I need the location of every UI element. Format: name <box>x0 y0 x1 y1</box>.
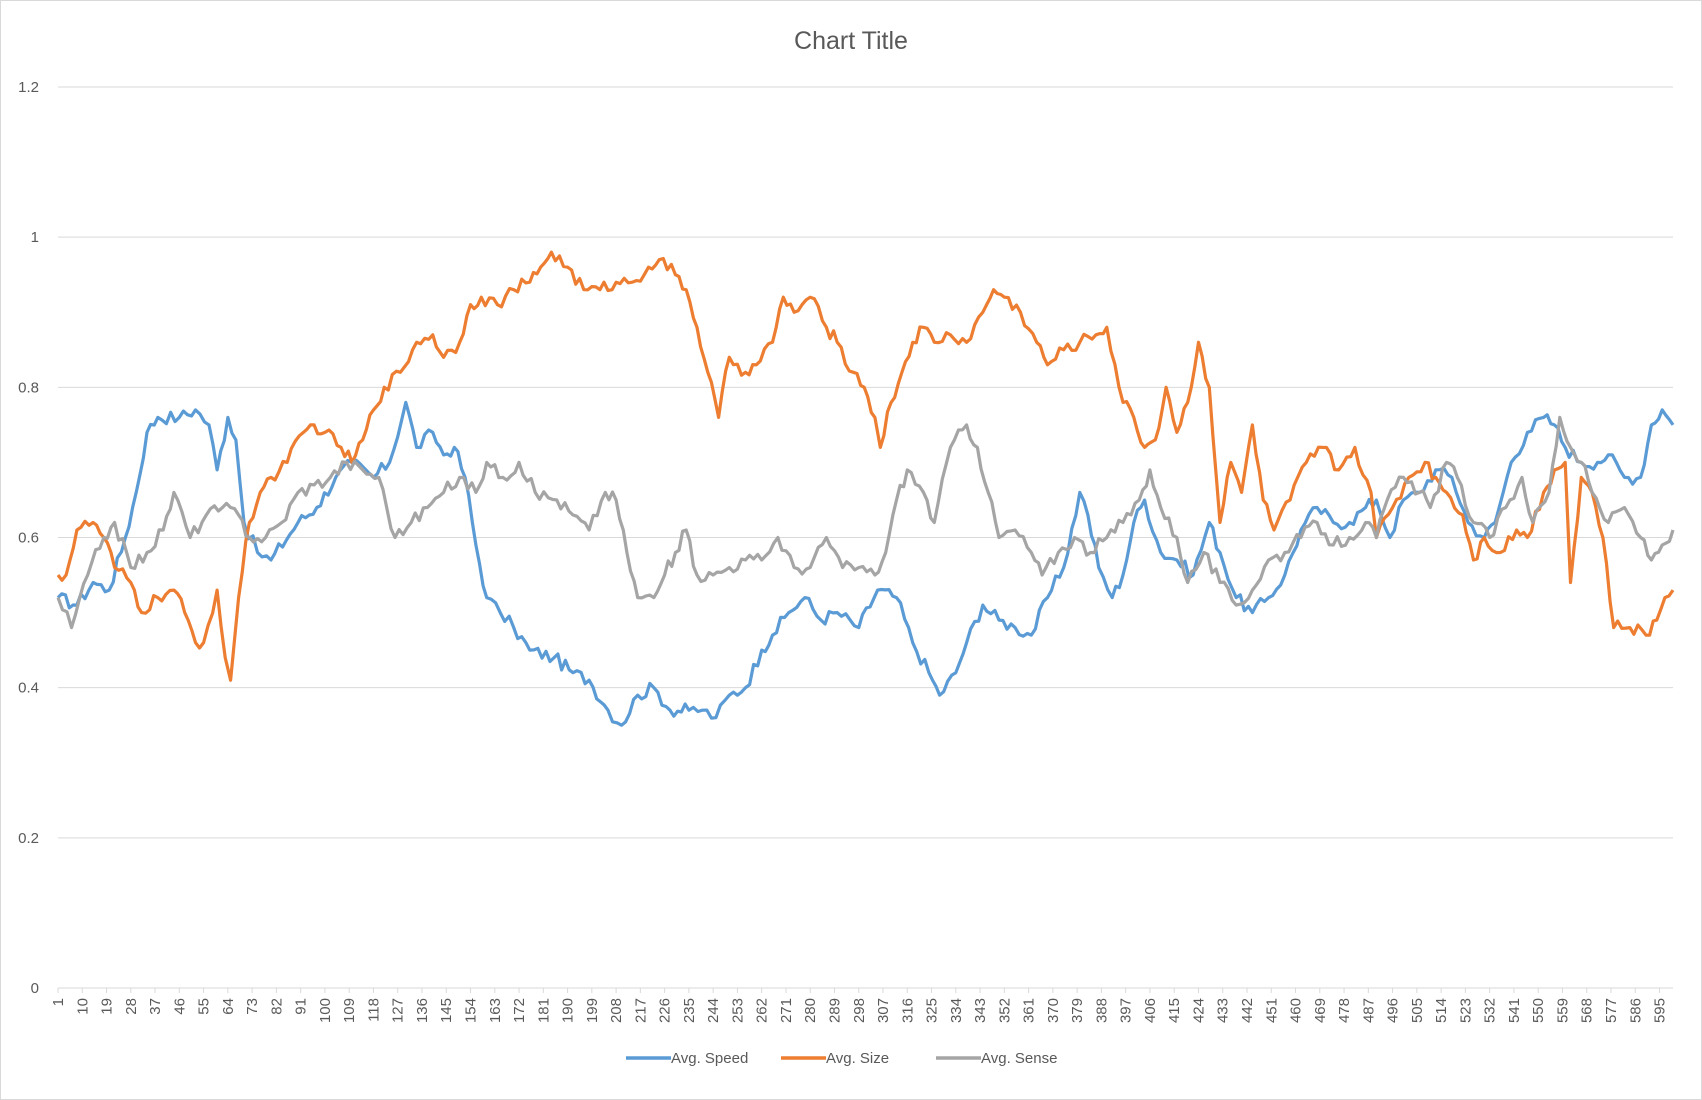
x-tick-label: 568 <box>1579 998 1596 1023</box>
legend-item[interactable]: Avg. Speed <box>626 1050 748 1067</box>
x-tick-label: 496 <box>1385 998 1402 1023</box>
x-tick-label: 487 <box>1360 998 1377 1023</box>
y-tick-label: 0.4 <box>18 680 39 697</box>
x-tick-label: 397 <box>1118 998 1135 1023</box>
x-tick-label: 73 <box>244 998 261 1015</box>
y-tick-label: 0 <box>31 980 39 997</box>
x-tick-label: 109 <box>341 998 358 1023</box>
x-tick-label: 181 <box>535 998 552 1023</box>
x-tick-label: 190 <box>560 998 577 1023</box>
x-tick-label: 325 <box>924 998 941 1023</box>
x-tick-label: 136 <box>414 998 431 1023</box>
x-tick-label: 199 <box>584 998 601 1023</box>
x-tick-label: 253 <box>729 998 746 1023</box>
x-tick-label: 163 <box>487 998 504 1023</box>
y-tick-label: 1.2 <box>18 79 39 96</box>
y-axis-ticks: 0 0.2 0.4 0.6 0.8 1 1.2 <box>18 79 39 997</box>
x-tick-label: 37 <box>147 998 164 1015</box>
x-tick-label: 118 <box>365 998 382 1022</box>
x-tick-label: 379 <box>1069 998 1086 1023</box>
x-tick-label: 388 <box>1093 998 1110 1023</box>
x-tick-label: 577 <box>1603 998 1620 1023</box>
x-tick-label: 316 <box>899 998 916 1023</box>
x-tick-label: 469 <box>1312 998 1329 1023</box>
x-tick-label: 334 <box>948 998 965 1023</box>
x-tick-label: 406 <box>1142 998 1159 1023</box>
x-tick-label: 307 <box>875 998 892 1023</box>
chart-title: Chart Title <box>794 27 908 55</box>
x-tick-label: 415 <box>1166 998 1183 1023</box>
x-tick-label: 217 <box>632 998 649 1023</box>
x-tick-label: 55 <box>196 998 213 1015</box>
x-tick-label: 100 <box>317 998 334 1023</box>
legend[interactable]: Avg. Speed Avg. Size Avg. Sense <box>626 1050 1057 1067</box>
series-lines <box>56 250 1675 727</box>
x-tick-label: 145 <box>438 998 455 1023</box>
y-tick-label: 0.6 <box>18 530 39 547</box>
y-tick-label: 0.8 <box>18 379 39 396</box>
legend-item[interactable]: Avg. Size <box>781 1050 889 1067</box>
x-tick-label: 523 <box>1457 998 1474 1023</box>
legend-label: Avg. Size <box>826 1050 889 1067</box>
x-tick-label: 451 <box>1263 998 1280 1023</box>
x-tick-label: 442 <box>1239 998 1256 1023</box>
x-axis-ticks: 1 10 19 28 37 46 55 64 73 82 91 100 109 118 127 136 145 1… <box>50 988 1669 1023</box>
x-tick-label: 19 <box>99 998 116 1015</box>
x-tick-label: 262 <box>754 998 771 1023</box>
x-tick-label: 541 <box>1506 998 1523 1023</box>
x-tick-label: 154 <box>463 998 480 1023</box>
x-tick-label: 343 <box>972 998 989 1023</box>
x-tick-label: 424 <box>1190 998 1207 1023</box>
series-line-avg-sense <box>56 415 1675 630</box>
x-tick-label: 10 <box>74 998 91 1015</box>
x-tick-label: 91 <box>293 998 310 1015</box>
x-tick-label: 586 <box>1627 998 1644 1023</box>
x-tick-label: 280 <box>802 998 819 1023</box>
gridlines <box>58 86 1673 989</box>
legend-label: Avg. Speed <box>671 1050 748 1067</box>
x-tick-label: 433 <box>1215 998 1232 1023</box>
x-tick-label: 532 <box>1482 998 1499 1023</box>
y-tick-label: 0.2 <box>18 830 39 847</box>
legend-label: Avg. Sense <box>981 1050 1057 1067</box>
x-tick-label: 289 <box>826 998 843 1023</box>
legend-item[interactable]: Avg. Sense <box>936 1050 1057 1067</box>
x-tick-label: 226 <box>657 998 674 1023</box>
x-tick-label: 370 <box>1045 998 1062 1023</box>
x-tick-label: 595 <box>1652 998 1669 1023</box>
series-line-avg-size <box>56 250 1675 682</box>
x-tick-label: 244 <box>705 998 722 1023</box>
x-tick-label: 352 <box>996 998 1013 1023</box>
x-tick-label: 298 <box>851 998 868 1023</box>
x-tick-label: 235 <box>681 998 698 1023</box>
x-tick-label: 28 <box>123 998 140 1015</box>
x-tick-label: 505 <box>1409 998 1426 1023</box>
x-tick-label: 559 <box>1554 998 1571 1023</box>
x-tick-label: 460 <box>1288 998 1305 1023</box>
x-tick-label: 46 <box>171 998 188 1015</box>
x-tick-label: 64 <box>220 998 237 1015</box>
x-tick-label: 271 <box>778 998 795 1023</box>
x-tick-label: 82 <box>268 998 285 1015</box>
x-tick-label: 127 <box>390 998 407 1023</box>
x-tick-label: 550 <box>1530 998 1547 1023</box>
series-line-avg-speed <box>56 400 1675 727</box>
x-tick-label: 208 <box>608 998 625 1023</box>
x-tick-label: 1 <box>50 998 67 1006</box>
x-tick-label: 172 <box>511 998 528 1023</box>
x-tick-label: 514 <box>1433 998 1450 1023</box>
y-tick-label: 1 <box>31 229 39 246</box>
x-tick-label: 361 <box>1021 998 1038 1023</box>
x-tick-label: 478 <box>1336 998 1353 1023</box>
